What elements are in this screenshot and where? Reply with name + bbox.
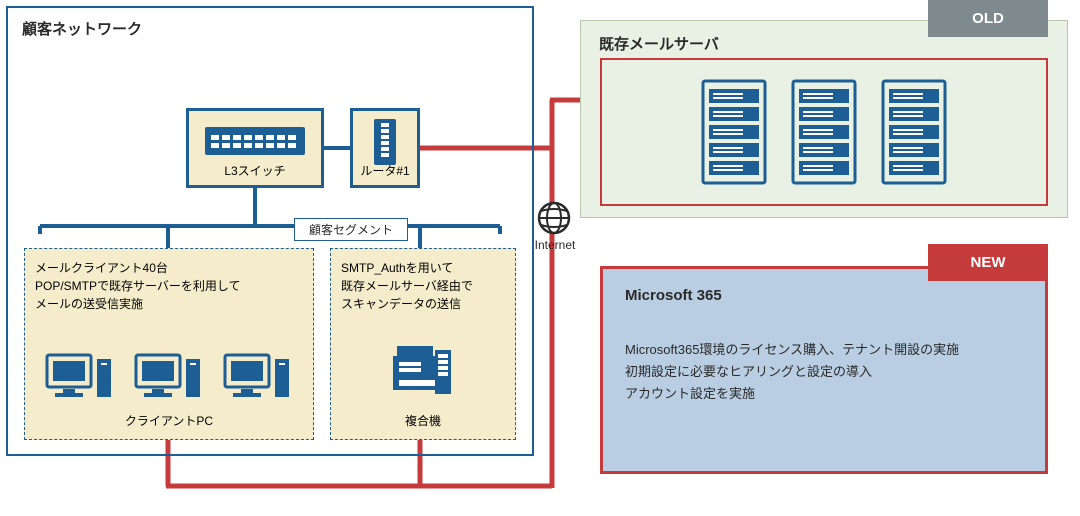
- mfp-box: SMTP_Authを用いて 既存メールサーバ経由で スキャンデータの送信 複合機: [330, 248, 516, 440]
- router-label: ルータ#1: [353, 162, 417, 179]
- client-pc-box: メールクライアント40台 POP/SMTPで既存サーバーを利用して メールの送受…: [24, 248, 314, 440]
- old-mail-server-title: 既存メールサーバ: [599, 33, 719, 54]
- server-icon: [879, 77, 949, 187]
- pc-icon: [223, 353, 293, 403]
- client-pc-icons: [25, 353, 313, 403]
- server-icon: [699, 77, 769, 187]
- l3-switch-icon: [205, 127, 305, 160]
- client-description: メールクライアント40台 POP/SMTPで既存サーバーを利用して メールの送受…: [35, 259, 241, 313]
- segment-label: 顧客セグメント: [294, 218, 408, 241]
- server-rack-icons: [602, 60, 1046, 204]
- new-m365-panel: Microsoft 365 Microsoft365環境のライセンス購入、テナン…: [600, 266, 1048, 474]
- router-node: ルータ#1: [350, 108, 420, 188]
- m365-title: Microsoft 365: [625, 287, 722, 304]
- server-icon: [789, 77, 859, 187]
- old-badge: OLD: [928, 0, 1048, 37]
- client-pc-caption: クライアントPC: [25, 412, 313, 429]
- customer-network-title: 顧客ネットワーク: [22, 18, 142, 39]
- l3-switch-node: L3スイッチ: [186, 108, 324, 188]
- l3-switch-label: L3スイッチ: [189, 162, 321, 179]
- old-mail-server-inner: [600, 58, 1048, 206]
- mfp-description: SMTP_Authを用いて 既存メールサーバ経由で スキャンデータの送信: [341, 259, 473, 313]
- new-badge: NEW: [928, 244, 1048, 281]
- mfp-icon: [391, 338, 455, 407]
- internet-globe-icon: [536, 200, 572, 241]
- pc-icon: [134, 353, 204, 403]
- m365-body: Microsoft365環境のライセンス購入、テナント開設の実施 初期設定に必要…: [625, 339, 959, 405]
- mfp-caption: 複合機: [331, 412, 515, 429]
- internet-label: Internet: [528, 238, 582, 252]
- pc-icon: [45, 353, 115, 403]
